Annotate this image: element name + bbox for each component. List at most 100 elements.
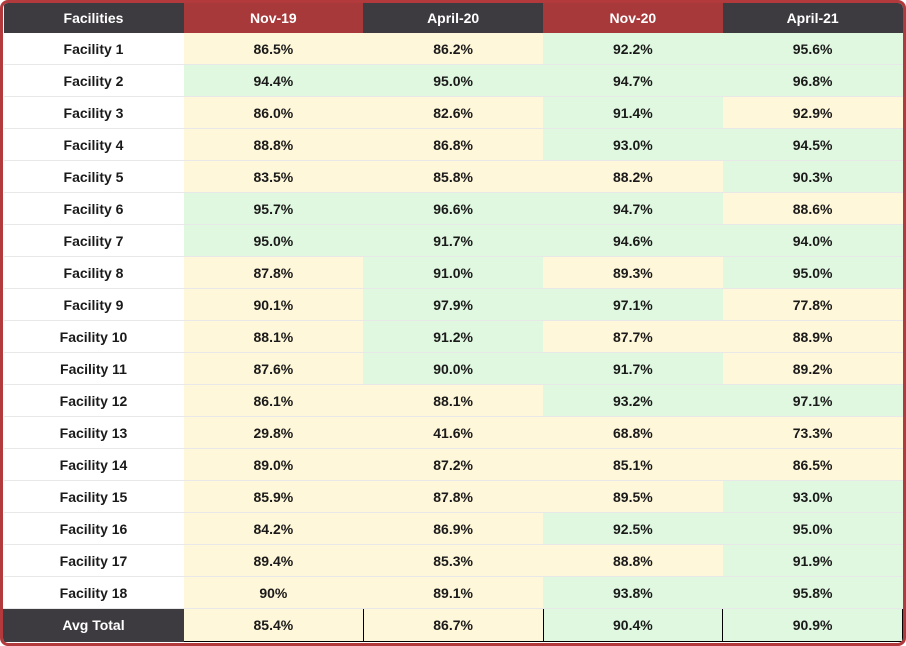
value-cell: 94.6% bbox=[543, 224, 723, 257]
value-cell: 89.0% bbox=[183, 448, 364, 481]
data-row: Facility 17 89.4% 85.3% 88.8% 91.9% bbox=[3, 544, 903, 577]
row-label: Facility 8 bbox=[3, 256, 184, 289]
data-row: Facility 8 87.8% 91.0% 89.3% 95.0% bbox=[3, 256, 903, 289]
row-label: Facility 14 bbox=[3, 448, 184, 481]
value-cell: 87.8% bbox=[183, 256, 364, 289]
value-cell: 88.1% bbox=[363, 384, 543, 417]
value-cell: 95.0% bbox=[363, 64, 543, 97]
row-label: Facility 5 bbox=[3, 160, 184, 193]
value-cell: 88.8% bbox=[543, 544, 723, 577]
value-cell: 41.6% bbox=[363, 416, 543, 449]
value-cell: 88.9% bbox=[722, 320, 903, 353]
row-label: Facility 11 bbox=[3, 352, 184, 385]
value-cell: 29.8% bbox=[183, 416, 364, 449]
value-cell: 92.9% bbox=[722, 96, 903, 129]
column-header: Facilities bbox=[3, 3, 184, 33]
value-cell: 86.8% bbox=[363, 128, 543, 161]
row-label: Facility 16 bbox=[3, 512, 184, 545]
row-label: Facility 17 bbox=[3, 544, 184, 577]
value-cell: 89.5% bbox=[543, 480, 723, 513]
row-label: Facility 12 bbox=[3, 384, 184, 417]
value-cell: 90% bbox=[183, 576, 364, 609]
value-cell: 88.8% bbox=[183, 128, 364, 161]
value-cell: 86.7% bbox=[362, 608, 544, 642]
value-cell: 83.5% bbox=[183, 160, 364, 193]
value-cell: 91.2% bbox=[363, 320, 543, 353]
value-cell: 96.6% bbox=[363, 192, 543, 225]
row-label: Facility 3 bbox=[3, 96, 184, 129]
row-label: Facility 13 bbox=[3, 416, 184, 449]
data-row: Facility 5 83.5% 85.8% 88.2% 90.3% bbox=[3, 160, 903, 193]
value-cell: 87.6% bbox=[183, 352, 364, 385]
column-header: April-20 bbox=[363, 3, 543, 33]
value-cell: 97.9% bbox=[363, 288, 543, 321]
row-label: Facility 15 bbox=[3, 480, 184, 513]
value-cell: 86.0% bbox=[183, 96, 364, 129]
data-row: Facility 18 90% 89.1% 93.8% 95.8% bbox=[3, 576, 903, 609]
value-cell: 95.8% bbox=[722, 576, 903, 609]
value-cell: 91.7% bbox=[543, 352, 723, 385]
value-cell: 88.2% bbox=[543, 160, 723, 193]
data-table: Facilities Nov-19 April-20 Nov-20 April-21 F… bbox=[3, 3, 903, 642]
value-cell: 86.5% bbox=[722, 448, 903, 481]
data-row: Facility 10 88.1% 91.2% 87.7% 88.9% bbox=[3, 320, 903, 353]
data-row: Facility 12 86.1% 88.1% 93.2% 97.1% bbox=[3, 384, 903, 417]
value-cell: 77.8% bbox=[722, 288, 903, 321]
value-cell: 90.1% bbox=[183, 288, 364, 321]
value-cell: 68.8% bbox=[543, 416, 723, 449]
value-cell: 87.7% bbox=[543, 320, 723, 353]
value-cell: 84.2% bbox=[183, 512, 364, 545]
column-header: April-21 bbox=[722, 3, 903, 33]
data-row: Facility 6 95.7% 96.6% 94.7% 88.6% bbox=[3, 192, 903, 225]
row-label: Facility 9 bbox=[3, 288, 184, 321]
row-label: Facility 7 bbox=[3, 224, 184, 257]
value-cell: 90.4% bbox=[542, 608, 724, 642]
value-cell: 90.3% bbox=[722, 160, 903, 193]
value-cell: 86.2% bbox=[363, 33, 543, 65]
value-cell: 86.9% bbox=[363, 512, 543, 545]
value-cell: 91.0% bbox=[363, 256, 543, 289]
total-row: Avg Total 85.4% 86.7% 90.4% 90.9% bbox=[3, 608, 903, 642]
value-cell: 82.6% bbox=[363, 96, 543, 129]
value-cell: 94.5% bbox=[722, 128, 903, 161]
data-row: Facility 3 86.0% 82.6% 91.4% 92.9% bbox=[3, 96, 903, 129]
data-row: Facility 16 84.2% 86.9% 92.5% 95.0% bbox=[3, 512, 903, 545]
value-cell: 91.9% bbox=[722, 544, 903, 577]
row-label: Facility 18 bbox=[3, 576, 184, 609]
value-cell: 93.2% bbox=[543, 384, 723, 417]
value-cell: 90.9% bbox=[722, 608, 903, 642]
value-cell: 85.1% bbox=[543, 448, 723, 481]
value-cell: 97.1% bbox=[722, 384, 903, 417]
value-cell: 89.2% bbox=[722, 352, 903, 385]
value-cell: 89.4% bbox=[183, 544, 364, 577]
header-row: Facilities Nov-19 April-20 Nov-20 April-21 bbox=[3, 3, 903, 33]
column-header: Nov-19 bbox=[183, 3, 364, 33]
value-cell: 95.0% bbox=[722, 256, 903, 289]
value-cell: 93.8% bbox=[543, 576, 723, 609]
data-row: Facility 2 94.4% 95.0% 94.7% 96.8% bbox=[3, 64, 903, 97]
value-cell: 92.2% bbox=[543, 33, 723, 65]
value-cell: 95.6% bbox=[722, 33, 903, 65]
value-cell: 88.6% bbox=[722, 192, 903, 225]
data-row: Facility 15 85.9% 87.8% 89.5% 93.0% bbox=[3, 480, 903, 513]
value-cell: 92.5% bbox=[543, 512, 723, 545]
data-row: Facility 7 95.0% 91.7% 94.6% 94.0% bbox=[3, 224, 903, 257]
data-row: Facility 14 89.0% 87.2% 85.1% 86.5% bbox=[3, 448, 903, 481]
row-label: Facility 10 bbox=[3, 320, 184, 353]
value-cell: 85.3% bbox=[363, 544, 543, 577]
value-cell: 85.8% bbox=[363, 160, 543, 193]
value-cell: 91.7% bbox=[363, 224, 543, 257]
row-label: Facility 2 bbox=[3, 64, 184, 97]
row-label: Facility 1 bbox=[3, 33, 184, 65]
value-cell: 95.0% bbox=[722, 512, 903, 545]
value-cell: 94.7% bbox=[543, 192, 723, 225]
value-cell: 90.0% bbox=[363, 352, 543, 385]
value-cell: 85.4% bbox=[183, 608, 364, 642]
data-row: Facility 9 90.1% 97.9% 97.1% 77.8% bbox=[3, 288, 903, 321]
value-cell: 97.1% bbox=[543, 288, 723, 321]
value-cell: 95.7% bbox=[183, 192, 364, 225]
value-cell: 94.4% bbox=[183, 64, 364, 97]
value-cell: 89.3% bbox=[543, 256, 723, 289]
value-cell: 88.1% bbox=[183, 320, 364, 353]
